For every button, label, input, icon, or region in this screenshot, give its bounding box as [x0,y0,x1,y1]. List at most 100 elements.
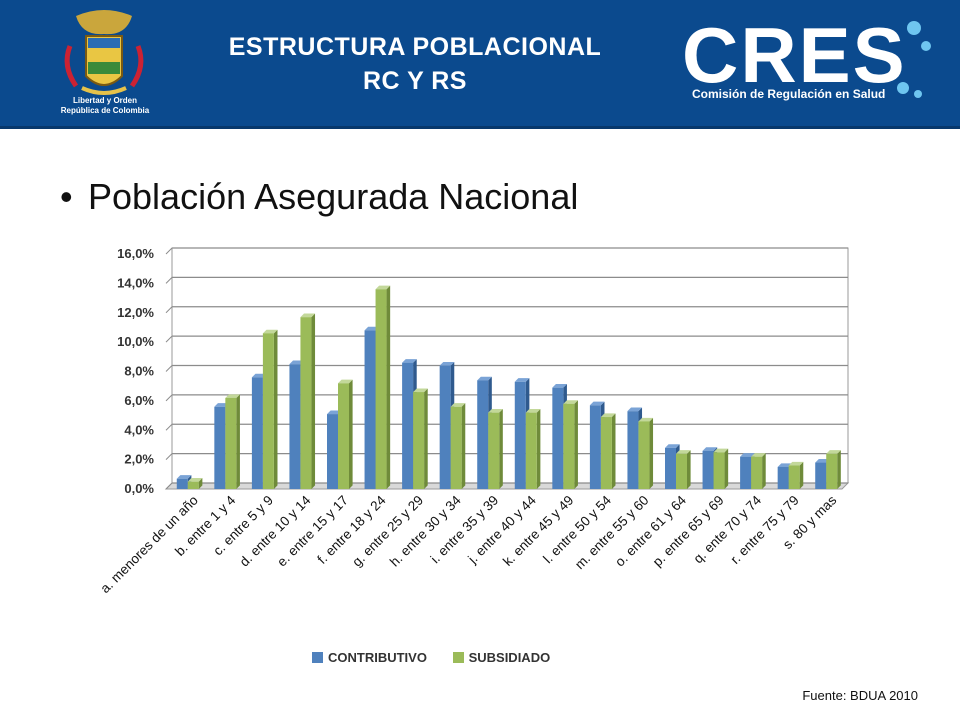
gridline-side [165,277,173,284]
y-tick-label: 4,0% [124,422,154,437]
bar-contributivo [176,478,188,489]
population-bar-chart: 0,0% 2,0% 4,0% 6,0% 8,0% 10,0% 12,0% 14,0% 16,0%… [97,246,850,596]
title-line-2: RC Y RS [362,67,467,95]
bar-subsidiado [826,453,838,489]
bar-top-contributivo [815,458,830,463]
bar-side-subsidiado [837,450,841,489]
gridline-side [165,365,173,372]
bar-subsidiado [225,397,237,489]
bar-top-subsidiado [488,409,503,413]
legend-label-contributivo: CONTRIBUTIVO [328,650,427,665]
bar-side-subsidiado [311,313,316,489]
bar-top-subsidiado [751,453,766,457]
bar-top-contributivo [477,376,492,381]
bar-side-subsidiado [611,413,616,489]
bar-side-subsidiado [649,417,654,489]
gridline-side [165,247,173,255]
legend-swatch-subsidiado [452,652,464,663]
bar-side-subsidiado [799,461,804,489]
bullet-item: • Población Asegurada Nacional [60,176,578,218]
bar-top-subsidiado [788,461,804,466]
bar-contributivo [364,330,376,489]
title-line-1: ESTRUCTURA POBLACIONAL [228,33,602,61]
bullet-text: Población Asegurada Nacional [88,176,579,217]
bar-contributivo [552,387,564,489]
bar-top-subsidiado [525,409,541,413]
bar-top-contributivo [514,378,530,382]
bar-subsidiado [450,406,462,489]
gridline-side [165,482,173,490]
cres-logo-text: CRES [682,18,907,99]
bar-contributivo [477,380,489,489]
motto-line-2: República de Colombia [60,106,150,115]
bar-top-contributivo [589,401,605,406]
bar-top-contributivo [402,359,417,363]
y-tick-label: 0,0% [124,481,154,496]
bar-subsidiado [676,453,687,489]
bar-top-contributivo [777,463,793,467]
y-tick-label: 16,0% [117,246,154,261]
chart-legend: CONTRIBUTIVO SUBSIDIADO [312,650,572,665]
y-tick-label: 2,0% [124,452,154,467]
bar-side-subsidiado [762,453,766,489]
y-tick-label: 10,0% [117,334,154,349]
bar-side-subsidiado [349,379,353,489]
bar-subsidiado [338,383,349,489]
bar-top-contributivo [552,384,567,388]
cres-logo-subtitle: Comisión de Regulación en Salud [692,87,886,101]
bar-subsidiado [600,417,612,489]
bar-subsidiado [751,456,763,489]
bar-subsidiado [488,412,500,489]
bar-contributivo [627,411,639,489]
bar-contributivo [289,364,301,489]
gridline-side [165,394,173,402]
gridline-side [165,423,173,431]
bar-top-contributivo [214,403,229,407]
bar-subsidiado [413,392,425,489]
bar-top-contributivo [665,444,680,448]
motto-text: Libertad y Orden República de Colombia [50,96,160,116]
bar-top-subsidiado [826,450,841,454]
legend-label-subsidiado: SUBSIDIADO [468,650,551,665]
bar-contributivo [214,406,226,489]
bar-contributivo [589,405,601,489]
bar-top-contributivo [251,373,267,378]
bar-contributivo [251,377,263,489]
motto-line-1: Libertad y Orden [72,96,137,105]
bar-top-contributivo [740,453,755,457]
bar-top-contributivo [327,410,342,415]
bar-subsidiado [375,289,387,489]
legend-item-contributivo: CONTRIBUTIVO [312,650,427,665]
bar-top-subsidiado [187,478,203,482]
gridline-side [165,335,173,343]
bar-side-subsidiado [198,478,203,489]
bar-subsidiado [262,333,274,489]
bar-subsidiado [788,465,800,489]
bar-top-contributivo [176,475,192,479]
bar-top-contributivo [439,362,455,366]
bar-top-subsidiado [638,417,654,422]
bar-side-subsidiado [424,388,428,489]
bullet-symbol: • [60,176,73,217]
page-title: ESTRUCTURA POBLACIONAL RC Y RS [175,30,655,98]
bar-top-contributivo [364,326,380,331]
bar-top-subsidiado [450,403,466,407]
bar-top-subsidiado [713,448,729,453]
bar-top-subsidiado [225,394,240,398]
header-banner: Libertad y Orden República de Colombia E… [0,0,960,129]
bar-side-subsidiado [236,394,240,489]
bar-side-subsidiado [574,400,578,489]
bar-top-subsidiado [375,285,391,290]
bar-top-contributivo [627,407,643,412]
bar-top-subsidiado [338,379,353,384]
bar-side-subsidiado [724,448,729,489]
bar-top-contributivo [289,360,305,365]
bar-subsidiado [525,412,537,489]
y-tick-label: 12,0% [117,305,154,320]
bar-top-subsidiado [262,329,278,334]
bar-top-subsidiado [676,450,691,454]
colombia-coat-of-arms-icon [64,10,144,95]
bar-side-subsidiado [687,450,691,489]
bar-subsidiado [713,452,725,489]
bar-side-subsidiado [386,285,391,489]
